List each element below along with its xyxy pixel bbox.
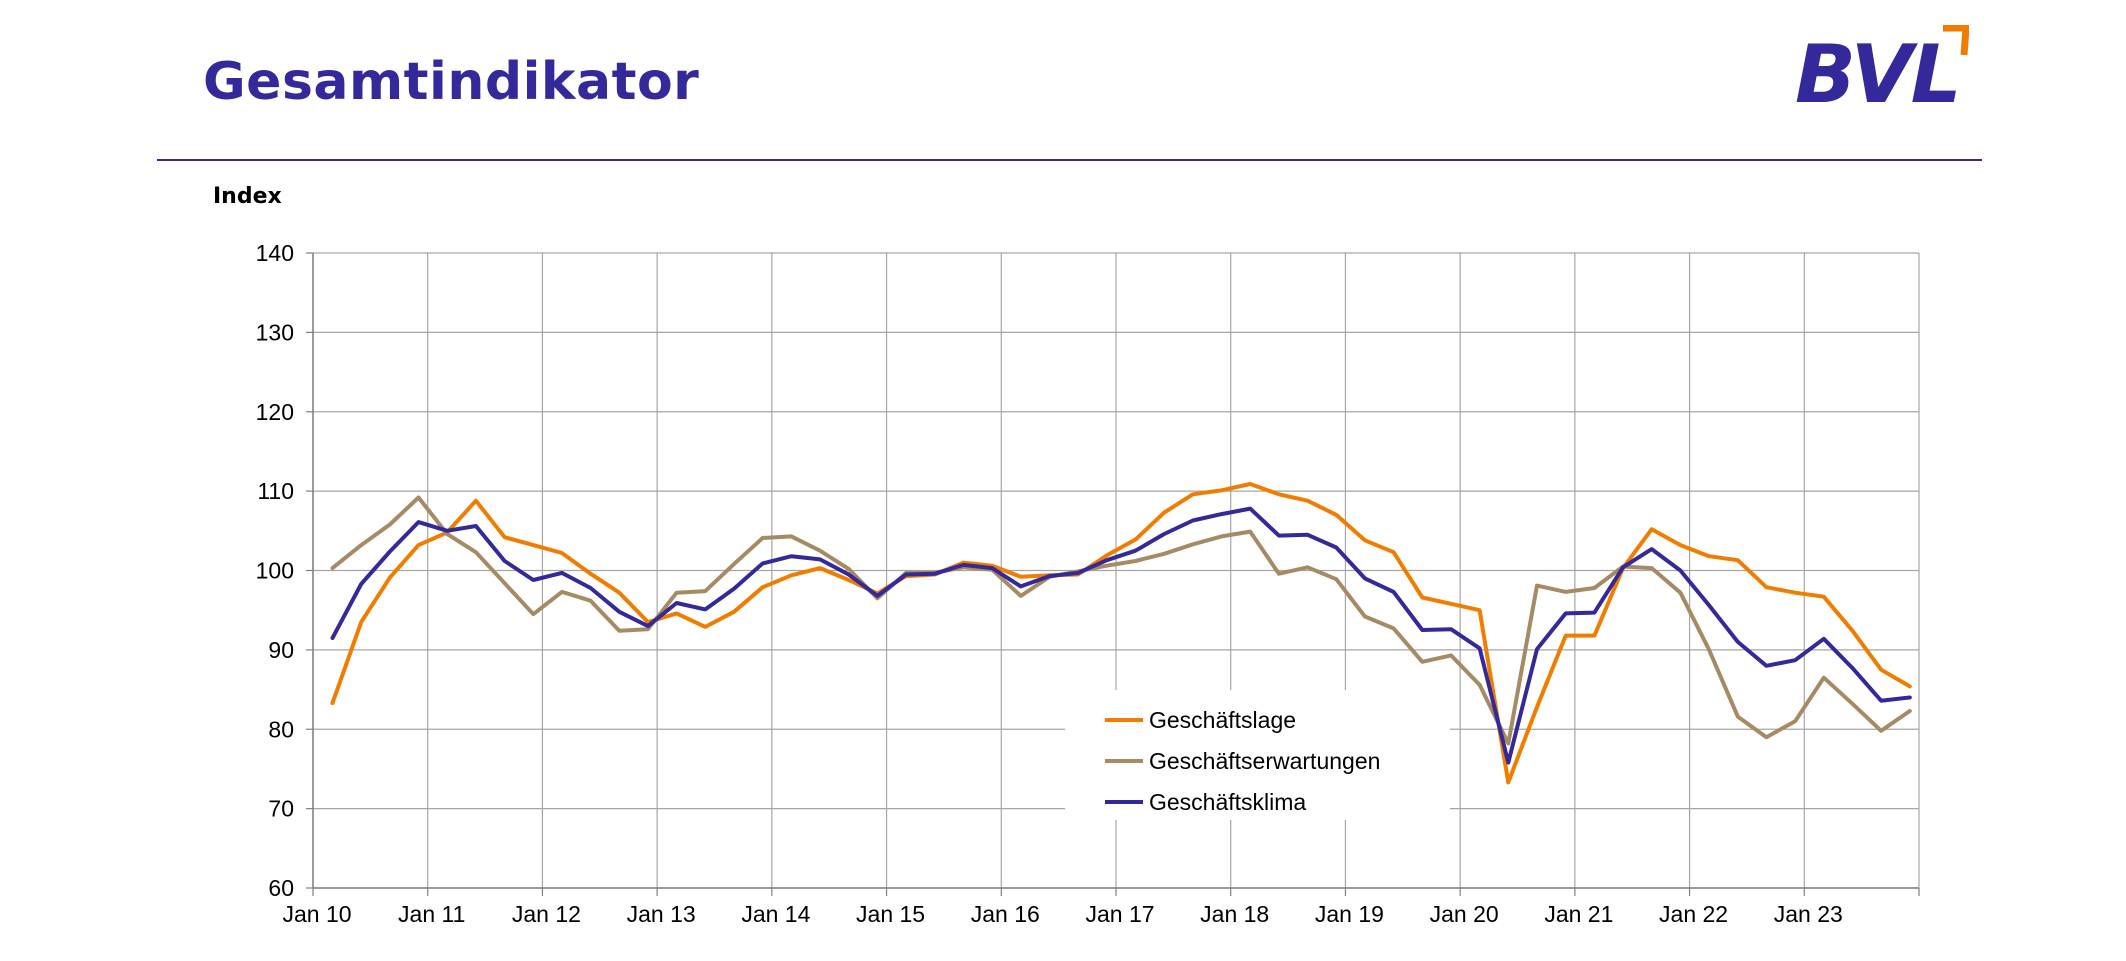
legend-item-geschaeftsklima: Geschäftsklima xyxy=(1105,782,1306,822)
legend-label: Geschäftserwartungen xyxy=(1149,747,1381,774)
x-tick-label: Jan 11 xyxy=(398,901,465,927)
header-divider xyxy=(157,159,1982,161)
y-tick-label: 140 xyxy=(256,240,294,266)
legend-swatch xyxy=(1105,800,1143,804)
x-tick-label: Jan 17 xyxy=(1085,901,1154,927)
page-title: Gesamtindikator xyxy=(203,52,700,112)
x-tick-label: Jan 10 xyxy=(282,901,351,927)
legend-swatch xyxy=(1105,718,1143,722)
x-tick-label: Jan 20 xyxy=(1430,901,1499,927)
y-tick-label: 130 xyxy=(256,319,294,345)
y-tick-label: 80 xyxy=(268,716,294,742)
x-tick-label: Jan 15 xyxy=(856,901,925,927)
legend-label: Geschäftsklima xyxy=(1149,788,1307,815)
bvl-logo: BVL xyxy=(1795,20,1975,121)
series-line-1 xyxy=(330,495,1912,746)
logo-text: BVL xyxy=(1795,28,1962,121)
legend: Geschäftslage Geschäftserwartungen Gesch… xyxy=(1065,690,1450,820)
x-tick-label: Jan 12 xyxy=(512,901,581,927)
y-tick-label: 100 xyxy=(256,558,294,584)
logo-corner-mark-icon xyxy=(1943,25,1969,56)
x-tick-label: Jan 23 xyxy=(1774,901,1843,927)
axis-layer xyxy=(306,252,1920,896)
y-tick-label: 90 xyxy=(268,637,294,663)
legend-swatch xyxy=(1105,759,1143,763)
x-tick-label: Jan 22 xyxy=(1659,901,1728,927)
x-tick-label: Jan 14 xyxy=(741,901,810,927)
label-layer: 60 70 80 90 100 110 120 130 140 Jan 10 Jan 11 Jan 1… xyxy=(213,184,1843,927)
x-tick-label: Jan 16 xyxy=(971,901,1040,927)
legend-item-geschaeftserwartungen: Geschäftserwartungen xyxy=(1105,741,1380,781)
legend-item-geschaeftslage: Geschäftslage xyxy=(1105,700,1296,740)
series-line-2 xyxy=(330,506,1912,765)
y-tick-label: 110 xyxy=(257,478,294,504)
legend-label: Geschäftslage xyxy=(1149,706,1297,733)
x-tick-label: Jan 19 xyxy=(1315,901,1384,927)
y-tick-label: 120 xyxy=(256,399,294,425)
y-tick-label: 60 xyxy=(268,875,294,901)
y-tick-label: 70 xyxy=(268,796,294,822)
x-tick-label: Jan 21 xyxy=(1544,901,1613,927)
series-line-0 xyxy=(330,482,1912,785)
x-tick-label: Jan 18 xyxy=(1200,901,1269,927)
x-tick-label: Jan 13 xyxy=(627,901,696,927)
y-axis-label: Index xyxy=(213,184,282,209)
series-layer xyxy=(330,482,1912,785)
